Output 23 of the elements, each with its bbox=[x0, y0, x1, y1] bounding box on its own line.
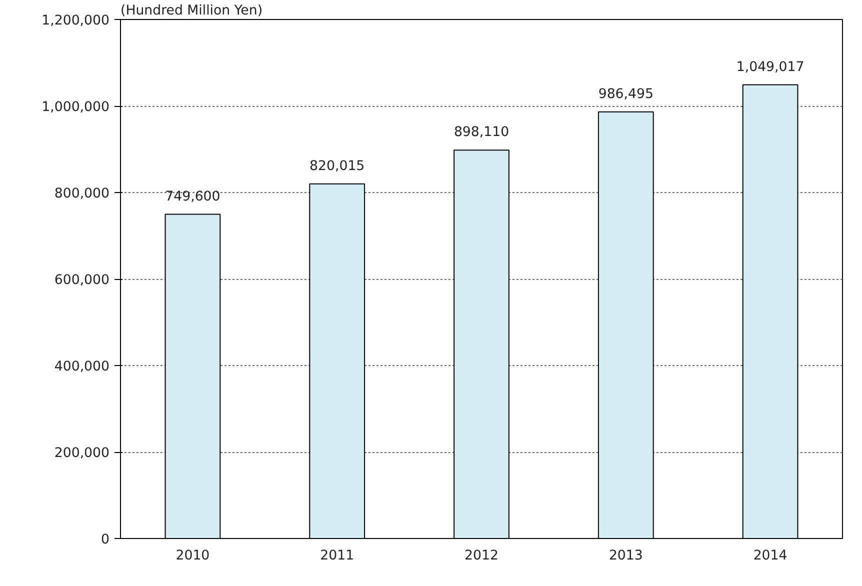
bar bbox=[164, 214, 221, 538]
y-tick-label: 800,000 bbox=[54, 186, 110, 202]
y-tick-label: 400,000 bbox=[54, 360, 110, 374]
x-tick-label: 2014 bbox=[753, 548, 788, 564]
x-tick-label: 2011 bbox=[320, 548, 354, 564]
data-label: 986,495 bbox=[598, 86, 654, 102]
x-tick-label: 2012 bbox=[464, 548, 498, 564]
y-tick-label: 0 bbox=[101, 532, 110, 548]
bar bbox=[309, 183, 366, 538]
bar bbox=[742, 84, 798, 538]
y-tick-label: 1,200,000 bbox=[42, 14, 110, 28]
data-label: 749,600 bbox=[165, 189, 220, 204]
data-label: 820,015 bbox=[310, 158, 365, 174]
data-label: 1,049,017 bbox=[736, 60, 804, 75]
bar bbox=[598, 111, 654, 538]
y-tick-label: 1,000,000 bbox=[42, 100, 110, 115]
x-tick-label: 2013 bbox=[608, 548, 643, 564]
y-tick-label: 600,000 bbox=[54, 273, 110, 288]
bar bbox=[454, 150, 510, 538]
y-tick-label: 200,000 bbox=[54, 446, 110, 461]
x-tick-label: 2010 bbox=[176, 548, 210, 564]
y-axis-title: (Hundred Million Yen) bbox=[120, 4, 263, 18]
data-label: 898,110 bbox=[454, 125, 510, 140]
